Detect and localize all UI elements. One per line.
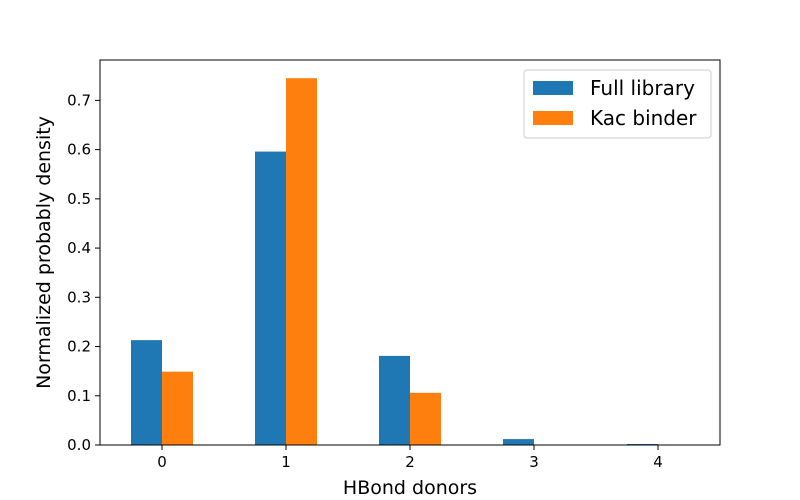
legend-swatch-kac-binder bbox=[533, 111, 573, 125]
legend-label-full-library: Full library bbox=[590, 76, 695, 100]
y-tick-label: 0.2 bbox=[67, 338, 91, 356]
bar-full-library-1 bbox=[255, 151, 286, 446]
x-tick-label: 1 bbox=[281, 453, 291, 471]
x-tick-label: 0 bbox=[157, 453, 167, 471]
x-axis-label: HBond donors bbox=[343, 477, 477, 499]
bar-kac-binder-2 bbox=[410, 392, 441, 445]
bar-full-library-0 bbox=[131, 340, 162, 445]
x-tick-label: 2 bbox=[405, 453, 415, 471]
y-tick-label: 0.7 bbox=[67, 91, 91, 109]
y-tick-label: 0.1 bbox=[67, 387, 91, 405]
legend: Full library Kac binder bbox=[523, 69, 712, 139]
bar-full-library-3 bbox=[503, 439, 534, 445]
y-tick-label: 0.0 bbox=[67, 436, 91, 454]
bar-full-library-2 bbox=[379, 355, 410, 445]
y-axis: 0.0 0.1 0.2 0.3 0.4 0.5 0.6 0.7 bbox=[67, 91, 100, 454]
bar-kac-binder-1 bbox=[286, 78, 317, 445]
y-tick-label: 0.3 bbox=[67, 288, 91, 306]
y-tick-label: 0.4 bbox=[67, 239, 91, 257]
x-tick-label: 4 bbox=[653, 453, 663, 471]
x-tick-label: 3 bbox=[529, 453, 539, 471]
x-axis: 0 1 2 3 4 bbox=[157, 445, 663, 471]
bar-kac-binder-0 bbox=[162, 371, 193, 445]
y-tick-label: 0.6 bbox=[67, 141, 91, 159]
legend-swatch-full-library bbox=[533, 81, 573, 95]
y-tick-label: 0.5 bbox=[67, 190, 91, 208]
y-axis-label: Normalized probably density bbox=[33, 116, 55, 389]
bars-group bbox=[131, 78, 658, 446]
legend-label-kac-binder: Kac binder bbox=[590, 106, 697, 130]
